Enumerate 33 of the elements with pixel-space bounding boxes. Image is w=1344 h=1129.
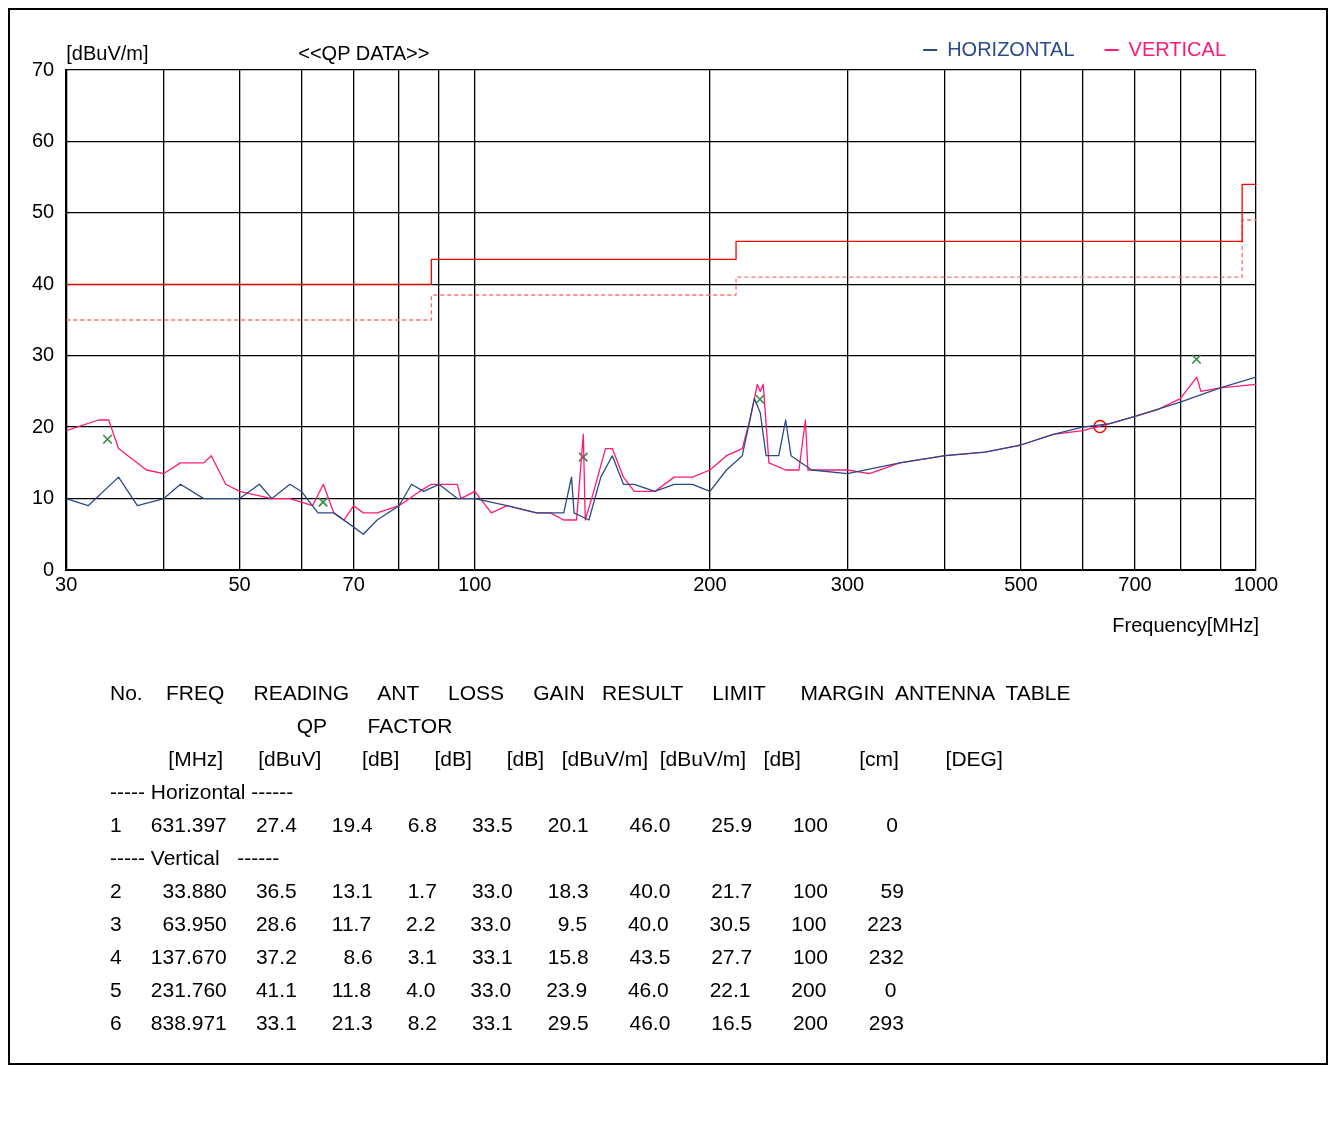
text: No. FREQ READING ANT LOSS GAIN RESULT LIMIT MARGIN ANTENNA TABLE xyxy=(110,680,1072,705)
y-tick-label: 20 xyxy=(32,414,55,437)
x-tick-label: 700 xyxy=(1118,572,1152,595)
x-tick-label: 1000 xyxy=(1233,572,1279,595)
legend-label: HORIZONTAL xyxy=(947,37,1075,60)
text: 1 631.397 27.4 19.4 6.8 33.5 20.1 46.0 25.9 100 0 xyxy=(110,812,899,837)
x-tick-label: 500 xyxy=(1004,572,1038,595)
x-tick-label: 50 xyxy=(228,572,251,595)
x-tick-label: 300 xyxy=(830,572,865,595)
y-tick-label: 30 xyxy=(32,343,55,366)
y-tick-label: 70 xyxy=(32,57,55,80)
legend-label: VERTICAL xyxy=(1128,37,1227,60)
text: ----- Horizontal ------ xyxy=(110,779,295,804)
y-tick-label: 40 xyxy=(32,271,55,294)
text: QP FACTOR xyxy=(295,713,454,738)
y-axis-title: [dBuV/m] xyxy=(66,41,149,64)
y-tick-label: 50 xyxy=(32,200,55,223)
x-tick-label: 70 xyxy=(342,572,365,595)
y-tick-label: 10 xyxy=(32,486,55,509)
x-axis-title: Frequency[MHz] xyxy=(1112,613,1259,636)
x-tick-label: 30 xyxy=(55,572,78,595)
text: 4 137.670 37.2 8.6 3.1 33.1 15.8 43.5 27.7 100 232 xyxy=(110,944,905,969)
x-tick-label: 100 xyxy=(458,572,492,595)
text: 5 231.760 41.1 11.8 4.0 33.0 23.9 46.0 22.1 200 0 xyxy=(110,977,898,1002)
text: 6 838.971 33.1 21.3 8.2 33.1 29.5 46.0 16.5 200 293 xyxy=(110,1010,905,1035)
text: 3 63.950 28.6 11.7 2.2 33.0 9.5 40.0 30.5 100 223 xyxy=(110,911,904,936)
chart-title: <<QP DATA>> xyxy=(298,41,430,64)
y-tick-label: 0 xyxy=(43,557,55,580)
text: 2 33.880 36.5 13.1 1.7 33.0 18.3 40.0 21.7 100 59 xyxy=(110,878,905,903)
x-tick-label: 200 xyxy=(693,572,727,595)
text: ----- Vertical ------ xyxy=(110,845,281,870)
y-tick-label: 60 xyxy=(32,128,55,151)
text: [MHz] [dBuV] [dB] [dB] [dB] [dBuV/m] [dBuV/m] [dB] [cm] [DEG] xyxy=(167,746,1004,771)
